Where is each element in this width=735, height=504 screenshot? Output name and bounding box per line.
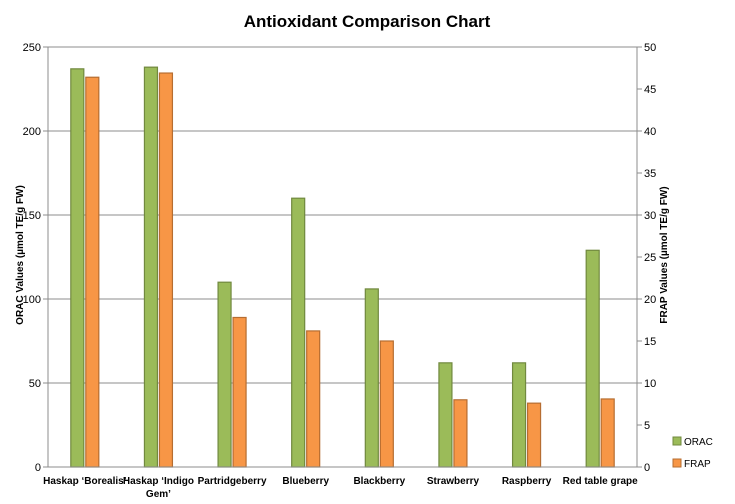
bar-orac bbox=[585, 249, 600, 468]
bar-frap bbox=[158, 72, 174, 468]
category-label: Strawberry bbox=[427, 476, 480, 487]
left-tick-label: 0 bbox=[35, 462, 41, 474]
axes bbox=[47, 47, 638, 468]
category-label: Haskap ‘Borealis’ bbox=[43, 476, 127, 487]
bar-orac bbox=[364, 288, 379, 468]
bar-orac bbox=[438, 362, 453, 468]
category-label: Partridgeberry bbox=[198, 476, 267, 487]
gridlines bbox=[48, 46, 637, 384]
left-tick-label: 50 bbox=[29, 378, 41, 390]
category-label: Haskap ‘Indigo bbox=[123, 476, 194, 487]
legend-label-orac: ORAC bbox=[684, 437, 713, 448]
bar-orac bbox=[217, 281, 232, 468]
legend-label-frap: FRAP bbox=[684, 459, 711, 470]
category-label: Red table grape bbox=[563, 476, 638, 487]
right-tick-label: 45 bbox=[644, 84, 656, 96]
right-tick-label: 15 bbox=[644, 336, 656, 348]
legend: ORAC FRAP bbox=[672, 436, 713, 470]
bar-frap bbox=[453, 399, 468, 468]
right-tick-label: 5 bbox=[644, 420, 650, 432]
legend-swatch-orac bbox=[672, 436, 682, 446]
bar-frap bbox=[526, 402, 542, 468]
right-tick-label: 10 bbox=[644, 378, 656, 390]
y-axis-title: ORAC Values (µmol TE/g FW) bbox=[15, 185, 26, 325]
right-tick-label: 50 bbox=[644, 42, 656, 54]
bar-frap bbox=[306, 330, 321, 468]
left-tick-label: 100 bbox=[23, 294, 41, 306]
right-tick-label: 40 bbox=[644, 126, 656, 138]
category-label: Blueberry bbox=[282, 476, 329, 487]
legend-swatch-frap bbox=[672, 458, 682, 468]
bars bbox=[70, 66, 615, 468]
category-labels: Haskap ‘Borealis’Haskap ‘Indigo Gem’ Partr… bbox=[43, 476, 638, 500]
bar-orac bbox=[511, 362, 527, 468]
bar-orac bbox=[70, 68, 85, 468]
right-tick-label: 35 bbox=[644, 168, 656, 180]
y2-axis-title: FRAP Values (µmol TE/g FW) bbox=[659, 186, 670, 323]
right-axis-ticks: 0 5 10 15 20 25 30 35 40 45 50 bbox=[637, 42, 656, 474]
left-tick-label: 150 bbox=[23, 210, 41, 222]
bar-orac bbox=[143, 66, 159, 468]
left-axis-ticks: 0 50 100 150 200 250 bbox=[23, 42, 48, 474]
left-tick-label: 250 bbox=[23, 42, 41, 54]
category-label: Raspberry bbox=[502, 476, 552, 487]
chart-title: Antioxidant Comparison Chart bbox=[244, 12, 491, 31]
category-label: Gem’ bbox=[146, 489, 171, 500]
right-tick-label: 30 bbox=[644, 210, 656, 222]
right-tick-label: 20 bbox=[644, 294, 656, 306]
right-tick-label: 0 bbox=[644, 462, 650, 474]
left-tick-label: 200 bbox=[23, 126, 41, 138]
bar-frap bbox=[379, 340, 394, 468]
right-tick-label: 25 bbox=[644, 252, 656, 264]
category-label: Blackberry bbox=[353, 476, 405, 487]
bar-frap bbox=[600, 398, 615, 468]
bar-orac bbox=[291, 197, 306, 468]
bar-frap bbox=[232, 316, 247, 468]
bar-frap bbox=[85, 76, 100, 468]
